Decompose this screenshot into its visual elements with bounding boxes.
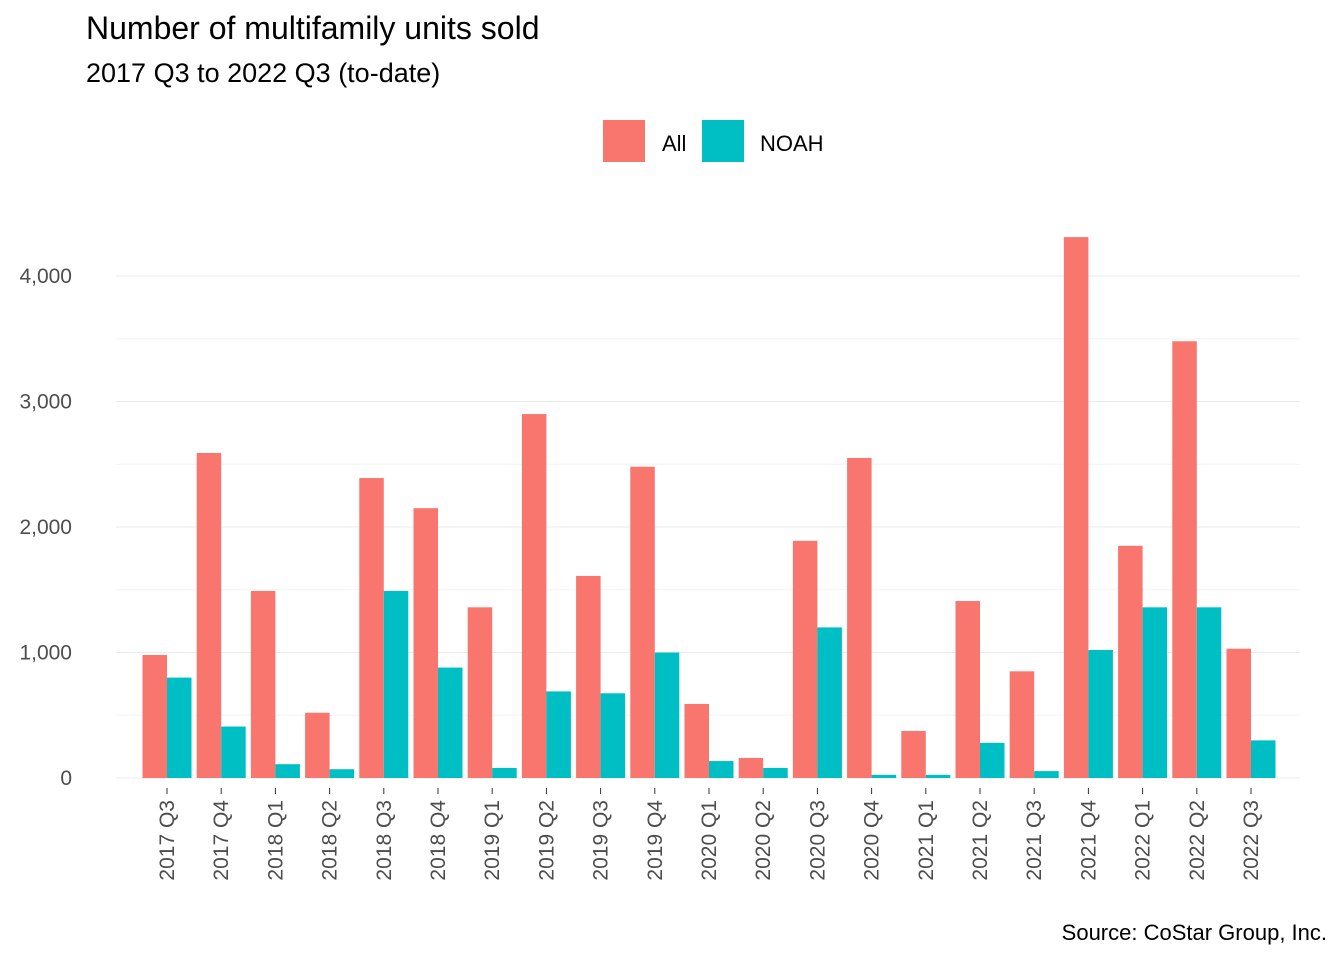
- x-tick-label: 2019 Q1: [481, 800, 504, 881]
- y-axis: 0 1,000 2,000 3,000 4,000: [19, 265, 72, 790]
- x-axis: 2017 Q3 2017 Q4 2018 Q1 2018 Q2 2018 Q3 2018 …: [156, 788, 1263, 881]
- bar-all-2020-q4: [847, 457, 872, 778]
- x-tick-label: 2019 Q2: [535, 800, 558, 881]
- x-tick-label: 2020 Q4: [861, 800, 884, 881]
- bar-noah-2017-q3: [167, 677, 192, 778]
- bar-noah-2020-q1: [709, 761, 734, 778]
- bar-noah-2021-q3: [1034, 771, 1059, 778]
- x-tick-label: 2021 Q4: [1077, 800, 1100, 881]
- bar-all-2022-q2: [1172, 341, 1197, 778]
- bar-all-2020-q2: [738, 757, 764, 778]
- bar-all-2019-q3: [576, 575, 601, 778]
- x-tick-label: 2019 Q4: [644, 800, 667, 881]
- y-tick-label: 1,000: [19, 642, 72, 665]
- x-tick-label: 2018 Q4: [427, 800, 450, 881]
- x-tick-label: 2021 Q1: [915, 800, 938, 881]
- chart-subtitle: 2017 Q3 to 2022 Q3 (to-date): [86, 58, 441, 88]
- x-tick-label: 2018 Q2: [319, 800, 342, 881]
- bar-noah-2019-q4: [654, 652, 680, 778]
- bar-all-2017-q3: [142, 655, 167, 778]
- legend-label-noah: NOAH: [760, 131, 824, 156]
- bar-noah-2019-q1: [492, 767, 517, 778]
- x-tick-label: 2018 Q3: [373, 800, 396, 881]
- y-tick-label: 0: [60, 767, 72, 790]
- y-tick-label: 2,000: [19, 516, 72, 539]
- bars: [142, 237, 1276, 779]
- bar-noah-2022-q3: [1251, 740, 1276, 778]
- x-tick-label: 2020 Q3: [806, 800, 829, 881]
- bar-all-2018-q2: [305, 712, 330, 778]
- bar-all-2022-q1: [1118, 545, 1143, 778]
- bar-noah-2018-q1: [275, 764, 300, 778]
- bar-all-2020-q1: [684, 703, 709, 778]
- bar-all-2021-q1: [901, 730, 926, 778]
- bar-noah-2018-q3: [383, 591, 409, 778]
- bar-all-2017-q4: [196, 452, 222, 778]
- bar-noah-2021-q4: [1088, 649, 1113, 778]
- bar-noah-2019-q3: [600, 693, 626, 778]
- x-tick-label: 2020 Q1: [698, 800, 721, 881]
- bar-all-2021-q3: [1009, 671, 1035, 778]
- bar-noah-2017-q4: [221, 726, 246, 778]
- x-tick-label: 2021 Q3: [1023, 800, 1046, 881]
- x-tick-label: 2021 Q2: [969, 800, 992, 881]
- x-tick-label: 2017 Q3: [156, 800, 179, 881]
- y-tick-label: 4,000: [19, 265, 72, 288]
- bar-noah-2022-q1: [1142, 607, 1168, 778]
- x-tick-label: 2022 Q1: [1132, 800, 1155, 881]
- x-tick-label: 2017 Q4: [210, 800, 233, 881]
- bar-all-2019-q4: [630, 466, 655, 778]
- bar-all-2018-q1: [250, 591, 276, 778]
- bar-noah-2020-q3: [817, 627, 842, 778]
- bar-all-2019-q1: [467, 607, 493, 778]
- legend-key-all: [603, 120, 645, 162]
- bar-all-2019-q2: [521, 414, 547, 778]
- bar-noah-2019-q2: [546, 691, 571, 778]
- bar-all-2018-q3: [359, 478, 384, 778]
- x-tick-label: 2022 Q3: [1240, 800, 1263, 881]
- x-tick-label: 2019 Q3: [590, 800, 613, 881]
- bar-all-2018-q4: [413, 508, 438, 778]
- bar-all-2020-q3: [792, 540, 818, 778]
- bar-noah-2018-q4: [438, 667, 463, 778]
- chart-title: Number of multifamily units sold: [86, 10, 540, 46]
- x-tick-label: 2022 Q2: [1186, 800, 1209, 881]
- bar-noah-2022-q2: [1196, 607, 1222, 778]
- x-tick-label: 2018 Q1: [264, 800, 287, 881]
- bar-noah-2020-q2: [763, 767, 788, 778]
- chart-caption: Source: CoStar Group, Inc.: [1061, 920, 1327, 945]
- bar-noah-2021-q2: [980, 742, 1005, 778]
- legend: All NOAH: [603, 120, 824, 162]
- bar-noah-2018-q2: [329, 769, 355, 778]
- x-tick-label: 2020 Q2: [752, 800, 775, 881]
- bar-all-2021-q2: [955, 601, 980, 778]
- bar-noah-2020-q4: [871, 774, 897, 778]
- bar-noah-2021-q1: [925, 774, 951, 778]
- legend-key-noah: [702, 120, 744, 162]
- bar-all-2021-q4: [1063, 237, 1089, 779]
- y-tick-label: 3,000: [19, 391, 72, 414]
- legend-label-all: All: [662, 131, 686, 156]
- bar-all-2022-q3: [1226, 648, 1251, 778]
